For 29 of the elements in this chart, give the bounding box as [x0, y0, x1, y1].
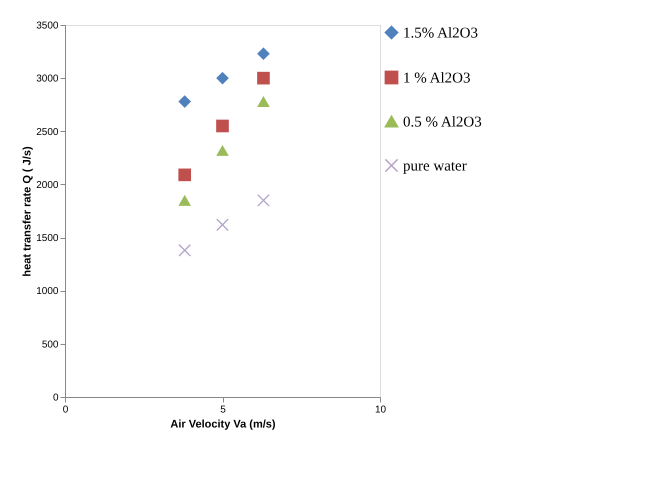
- legend-label: pure water: [403, 158, 467, 174]
- legend-label: 1 % Al2O3: [403, 70, 470, 86]
- y-axis-title: heat transfer rate Q ( J/s): [21, 146, 34, 277]
- point: [216, 218, 229, 232]
- y-tick-label: 500: [42, 339, 59, 350]
- point: [216, 144, 229, 156]
- point: [216, 120, 229, 132]
- y-tick-label: 1000: [36, 286, 59, 298]
- legend-label: 0.5 % Al2O3: [403, 114, 482, 130]
- point: [178, 168, 192, 182]
- x-tick-label: 0: [62, 404, 69, 416]
- y-tick-label: 0: [52, 392, 59, 404]
- y-tick-label: 2500: [36, 126, 59, 138]
- point: [178, 244, 192, 257]
- point: [216, 72, 229, 84]
- y-tick-label: 3500: [36, 20, 59, 32]
- point: [178, 194, 192, 206]
- point: [257, 194, 270, 207]
- y-tick-label: 2000: [36, 180, 59, 191]
- x-axis-title: Air Velocity Va (m/s): [170, 418, 276, 430]
- x-tick-label: 10: [374, 404, 386, 416]
- point: [257, 47, 270, 60]
- y-tick-label: 3000: [36, 74, 59, 85]
- point: [257, 96, 270, 108]
- point: [257, 72, 270, 84]
- legend-label: 1.5% Al2O3: [403, 26, 478, 42]
- y-tick-label: 1500: [36, 233, 59, 244]
- point: [178, 95, 192, 108]
- x-tick-label: 5: [220, 404, 226, 416]
